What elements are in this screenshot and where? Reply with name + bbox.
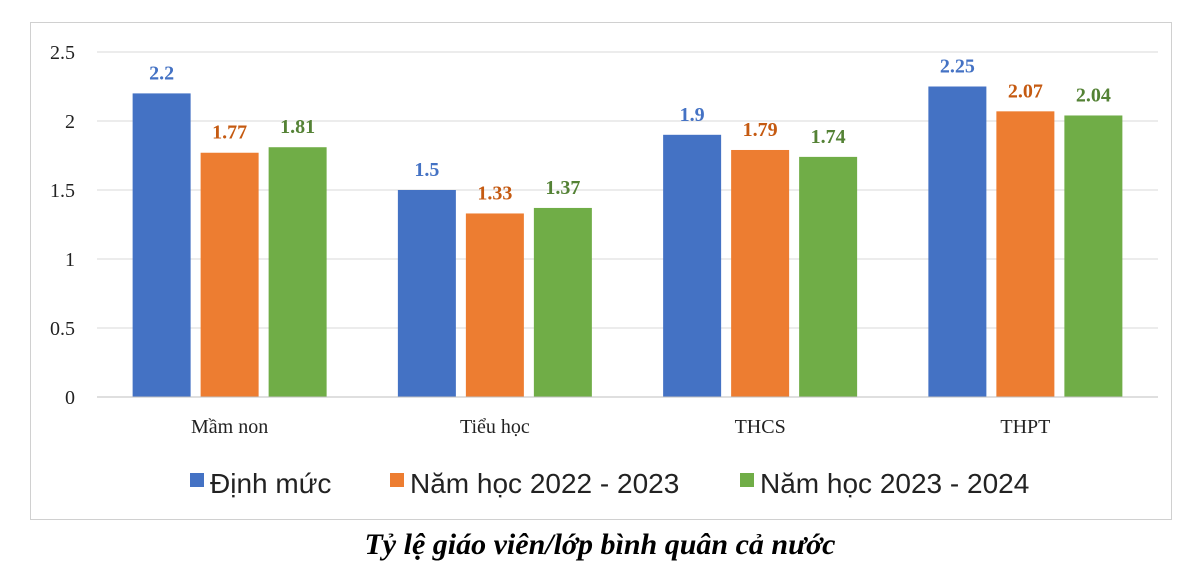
bar — [1064, 115, 1123, 397]
y-tick-label: 2.5 — [50, 42, 75, 64]
bar — [928, 86, 987, 397]
data-label: 1.9 — [680, 104, 705, 126]
bar — [200, 152, 259, 397]
bar — [996, 111, 1055, 397]
legend-swatch — [390, 473, 404, 487]
bar — [731, 149, 790, 397]
bar — [397, 190, 456, 397]
y-tick-label: 1 — [65, 249, 75, 271]
y-tick-label: 2 — [65, 111, 75, 133]
data-label: 1.74 — [811, 126, 846, 148]
x-category-label: Tiểu học — [460, 416, 530, 438]
bar — [799, 156, 858, 397]
data-label: 1.81 — [280, 116, 315, 138]
legend-swatch — [740, 473, 754, 487]
legend-swatch — [190, 473, 204, 487]
data-label: 1.5 — [414, 159, 439, 181]
data-label: 2.2 — [149, 62, 174, 84]
bar — [268, 147, 327, 397]
chart-caption: Tỷ lệ giáo viên/lớp bình quân cả nước — [364, 528, 836, 561]
data-label: 2.25 — [940, 56, 975, 78]
data-label: 1.37 — [545, 177, 580, 199]
legend-label: Năm học 2023 - 2024 — [760, 468, 1029, 499]
data-label: 1.33 — [477, 182, 512, 204]
chart-frame — [30, 22, 1172, 520]
data-label: 2.04 — [1076, 84, 1111, 106]
bar-chart: 0 0.5 1 1.5 2 2.5 2.2 1.77 1.81 Mầm non 1.5 1.33 1.3… — [50, 42, 1158, 499]
bar — [663, 134, 722, 398]
y-tick-label: 1.5 — [50, 180, 75, 202]
legend-label: Định mức — [210, 468, 331, 499]
legend-label: Năm học 2022 - 2023 — [410, 468, 679, 499]
data-label: 2.07 — [1008, 80, 1043, 102]
bar — [465, 213, 524, 397]
y-tick-label: 0.5 — [50, 318, 75, 340]
data-label: 1.77 — [212, 122, 247, 144]
bar — [533, 207, 592, 397]
bar — [132, 93, 191, 398]
y-tick-label: 0 — [65, 387, 75, 409]
x-category-label: Mầm non — [191, 416, 268, 438]
x-category-label: THPT — [1000, 416, 1050, 438]
x-category-label: THCS — [735, 416, 786, 438]
data-label: 1.79 — [743, 119, 778, 141]
